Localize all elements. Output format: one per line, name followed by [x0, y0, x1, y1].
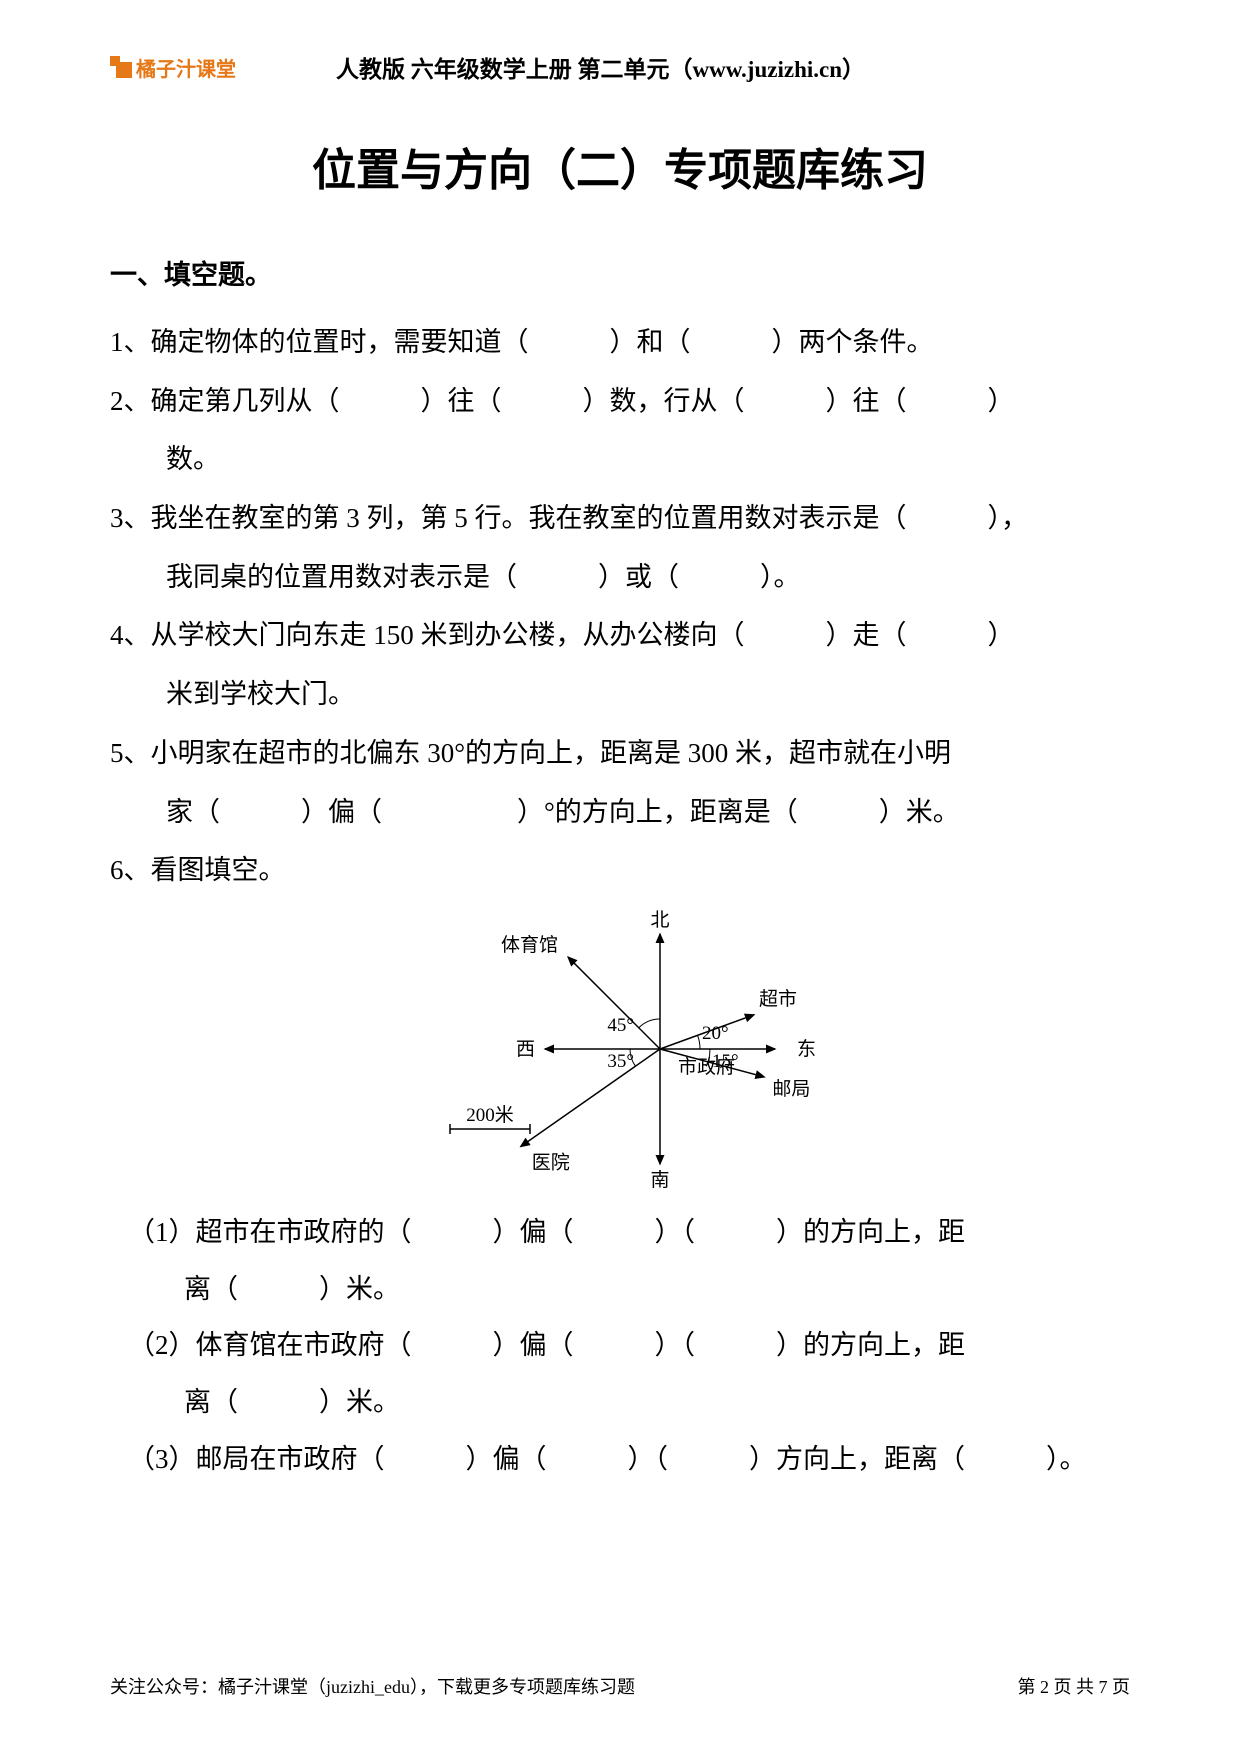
question-4-line1: 4、从学校大门向东走 150 米到办公楼，从办公楼向（ ）走（ ） [110, 607, 1130, 664]
svg-text:20°: 20° [702, 1023, 729, 1044]
diagram-container: 北南东西体育馆超市邮局医院市政府200米45°35°20°15° [110, 909, 1130, 1189]
svg-text:体育馆: 体育馆 [501, 934, 558, 956]
svg-text:邮局: 邮局 [772, 1078, 810, 1100]
question-2-line2: 数。 [110, 431, 1130, 488]
question-1: 1、确定物体的位置时，需要知道（ ）和（ ）两个条件。 [110, 314, 1130, 371]
svg-text:东: 东 [797, 1038, 816, 1060]
question-5-line1: 5、小明家在超市的北偏东 30°的方向上，距离是 300 米，超市就在小明 [110, 725, 1130, 782]
page-footer: 关注公众号：橘子汁课堂（juzizhi_edu），下载更多专项题库练习题 第 2… [110, 1673, 1130, 1699]
header-breadcrumb: 人教版 六年级数学上册 第二单元（www.juzizhi.cn） [336, 50, 865, 84]
section-1-title: 一、填空题。 [110, 253, 1130, 292]
sub-question-1-line2: 离（ ）米。 [110, 1261, 1130, 1318]
sub-question-2-line2: 离（ ）米。 [110, 1374, 1130, 1431]
logo-icon [110, 56, 132, 78]
svg-text:医院: 医院 [532, 1151, 570, 1173]
page-header: 橘子汁课堂 人教版 六年级数学上册 第二单元（www.juzizhi.cn） [110, 50, 1130, 84]
logo: 橘子汁课堂 [110, 53, 236, 82]
svg-text:200米: 200米 [466, 1104, 514, 1126]
logo-text: 橘子汁课堂 [136, 53, 236, 82]
footer-right: 第 2 页 共 7 页 [1018, 1673, 1131, 1699]
svg-text:南: 南 [650, 1169, 669, 1189]
svg-text:超市: 超市 [759, 988, 797, 1010]
question-3-line1: 3、我坐在教室的第 3 列，第 5 行。我在教室的位置用数对表示是（ ）， [110, 490, 1130, 547]
question-3-line2: 我同桌的位置用数对表示是（ ）或（ ）。 [110, 549, 1130, 606]
question-5-line2: 家（ ）偏（ ）°的方向上，距离是（ ）米。 [110, 784, 1130, 841]
svg-text:35°: 35° [607, 1051, 634, 1072]
svg-text:45°: 45° [607, 1015, 634, 1036]
page-title: 位置与方向（二）专项题库练习 [110, 134, 1130, 198]
svg-text:西: 西 [516, 1039, 535, 1060]
question-4-line2: 米到学校大门。 [110, 666, 1130, 723]
svg-text:15°: 15° [712, 1051, 739, 1072]
footer-left: 关注公众号：橘子汁课堂（juzizhi_edu），下载更多专项题库练习题 [110, 1673, 635, 1699]
compass-diagram: 北南东西体育馆超市邮局医院市政府200米45°35°20°15° [350, 909, 890, 1189]
question-6: 6、看图填空。 [110, 842, 1130, 899]
sub-question-1-line1: （1）超市在市政府的（ ）偏（ ）（ ）的方向上，距 [110, 1204, 1130, 1261]
question-2-line1: 2、确定第几列从（ ）往（ ）数，行从（ ）往（ ） [110, 373, 1130, 430]
sub-question-3: （3）邮局在市政府（ ）偏（ ）（ ）方向上，距离（ ）。 [110, 1431, 1130, 1488]
sub-question-2-line1: （2）体育馆在市政府（ ）偏（ ）（ ）的方向上，距 [110, 1317, 1130, 1374]
svg-text:北: 北 [650, 909, 669, 931]
